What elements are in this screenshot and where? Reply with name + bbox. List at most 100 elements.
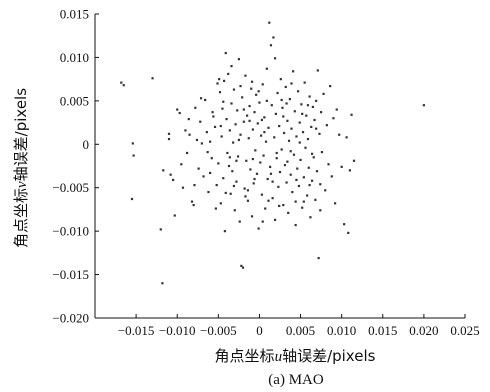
scatter-point — [307, 166, 310, 169]
scatter-point — [241, 266, 245, 269]
scatter-point — [347, 231, 350, 234]
scatter-point — [232, 184, 236, 188]
scatter-point — [303, 81, 306, 84]
scatter-point — [314, 198, 317, 201]
x-tick-label: 0.005 — [286, 323, 315, 338]
scatter-point — [176, 108, 179, 111]
y-tick-label: −0.020 — [52, 311, 89, 326]
scatter-point — [167, 137, 171, 141]
scatter-point — [266, 177, 269, 181]
scatter-point — [299, 158, 302, 162]
scatter-point — [277, 185, 280, 188]
scatter-point — [173, 214, 176, 217]
scatter-point — [232, 88, 236, 91]
scatter-points — [120, 21, 425, 285]
scatter-point — [192, 203, 195, 207]
scatter-point — [422, 104, 425, 107]
scatter-point — [159, 228, 162, 231]
scatter-point — [300, 103, 303, 106]
scatter-point — [233, 209, 236, 212]
scatter-point — [236, 155, 240, 158]
scatter-point — [239, 84, 242, 88]
scatter-point — [238, 220, 241, 223]
scatter-point — [315, 99, 318, 102]
scatter-point — [261, 220, 264, 223]
scatter-point — [228, 129, 231, 132]
scatter-point — [269, 44, 273, 47]
scatter-point — [200, 142, 203, 145]
scatter-point — [319, 183, 322, 186]
scatter-point — [260, 193, 264, 196]
scatter-point — [188, 133, 191, 136]
scatter-point — [120, 81, 123, 84]
scatter-point — [313, 118, 316, 122]
scatter-point — [255, 172, 259, 175]
scatter-point — [287, 211, 290, 215]
scatter-point — [311, 105, 314, 109]
scatter-point — [257, 227, 260, 230]
scatter-point — [265, 67, 268, 70]
scatter-point — [293, 110, 296, 113]
scatter-point — [230, 65, 233, 68]
scatter-point — [308, 184, 311, 187]
scatter-point — [297, 184, 301, 188]
scatter-point — [251, 128, 254, 131]
scatter-point — [283, 164, 287, 167]
scatter-point — [197, 167, 200, 170]
scatter-point — [132, 154, 135, 157]
scatter-point — [263, 116, 266, 119]
scatter-point — [291, 190, 294, 194]
scatter-point — [224, 191, 227, 195]
scatter-point — [259, 161, 262, 164]
scatter-point — [272, 36, 275, 39]
scatter-point — [211, 111, 214, 114]
scatter-point — [259, 134, 263, 137]
scatter-point — [286, 119, 289, 122]
scatter-point — [275, 157, 278, 160]
scatter-point — [260, 118, 264, 122]
y-tick-label: −0.005 — [52, 180, 89, 195]
scatter-point — [290, 127, 293, 130]
scatter-point — [131, 142, 134, 145]
x-axis-label: 角点坐标u轴误差/pixels — [215, 347, 376, 365]
scatter-point — [296, 90, 300, 93]
scatter-point — [289, 173, 292, 176]
scatter-point — [222, 100, 225, 103]
scatter-point — [289, 150, 292, 153]
scatter-point — [286, 160, 289, 163]
scatter-point — [234, 123, 237, 126]
scatter-point — [248, 119, 251, 122]
scatter-point — [309, 216, 312, 219]
scatter-point — [227, 164, 231, 168]
scatter-point — [243, 187, 246, 190]
scatter-point — [264, 207, 267, 210]
scatter-point — [285, 102, 288, 105]
y-axis-label: 角点坐标v轴误差/pixels — [12, 88, 30, 248]
scatter-point — [270, 104, 273, 107]
scatter-point — [302, 176, 305, 179]
scatter-point — [222, 79, 226, 82]
scatter-point — [298, 121, 301, 124]
scatter-point — [262, 154, 265, 157]
y-tick-label: −0.010 — [52, 224, 89, 239]
scatter-point — [216, 82, 219, 85]
scatter-point — [280, 98, 283, 102]
scatter-point — [319, 209, 322, 212]
scatter-point — [284, 85, 287, 89]
scatter-point — [267, 126, 270, 129]
scatter-point — [205, 131, 208, 134]
scatter-point — [207, 190, 210, 194]
scatter-point — [244, 195, 247, 198]
scatter-point — [315, 127, 318, 130]
scatter-point — [218, 91, 222, 94]
scatter-point — [273, 218, 277, 221]
scatter-point — [246, 114, 249, 117]
scatter-point — [296, 167, 299, 170]
scatter-point — [185, 151, 189, 155]
scatter-point — [219, 124, 222, 128]
scatter-point — [209, 171, 212, 175]
scatter-point — [256, 122, 259, 125]
scatter-point — [178, 111, 181, 115]
scatter-point — [194, 106, 197, 109]
scatter-point — [287, 139, 291, 142]
